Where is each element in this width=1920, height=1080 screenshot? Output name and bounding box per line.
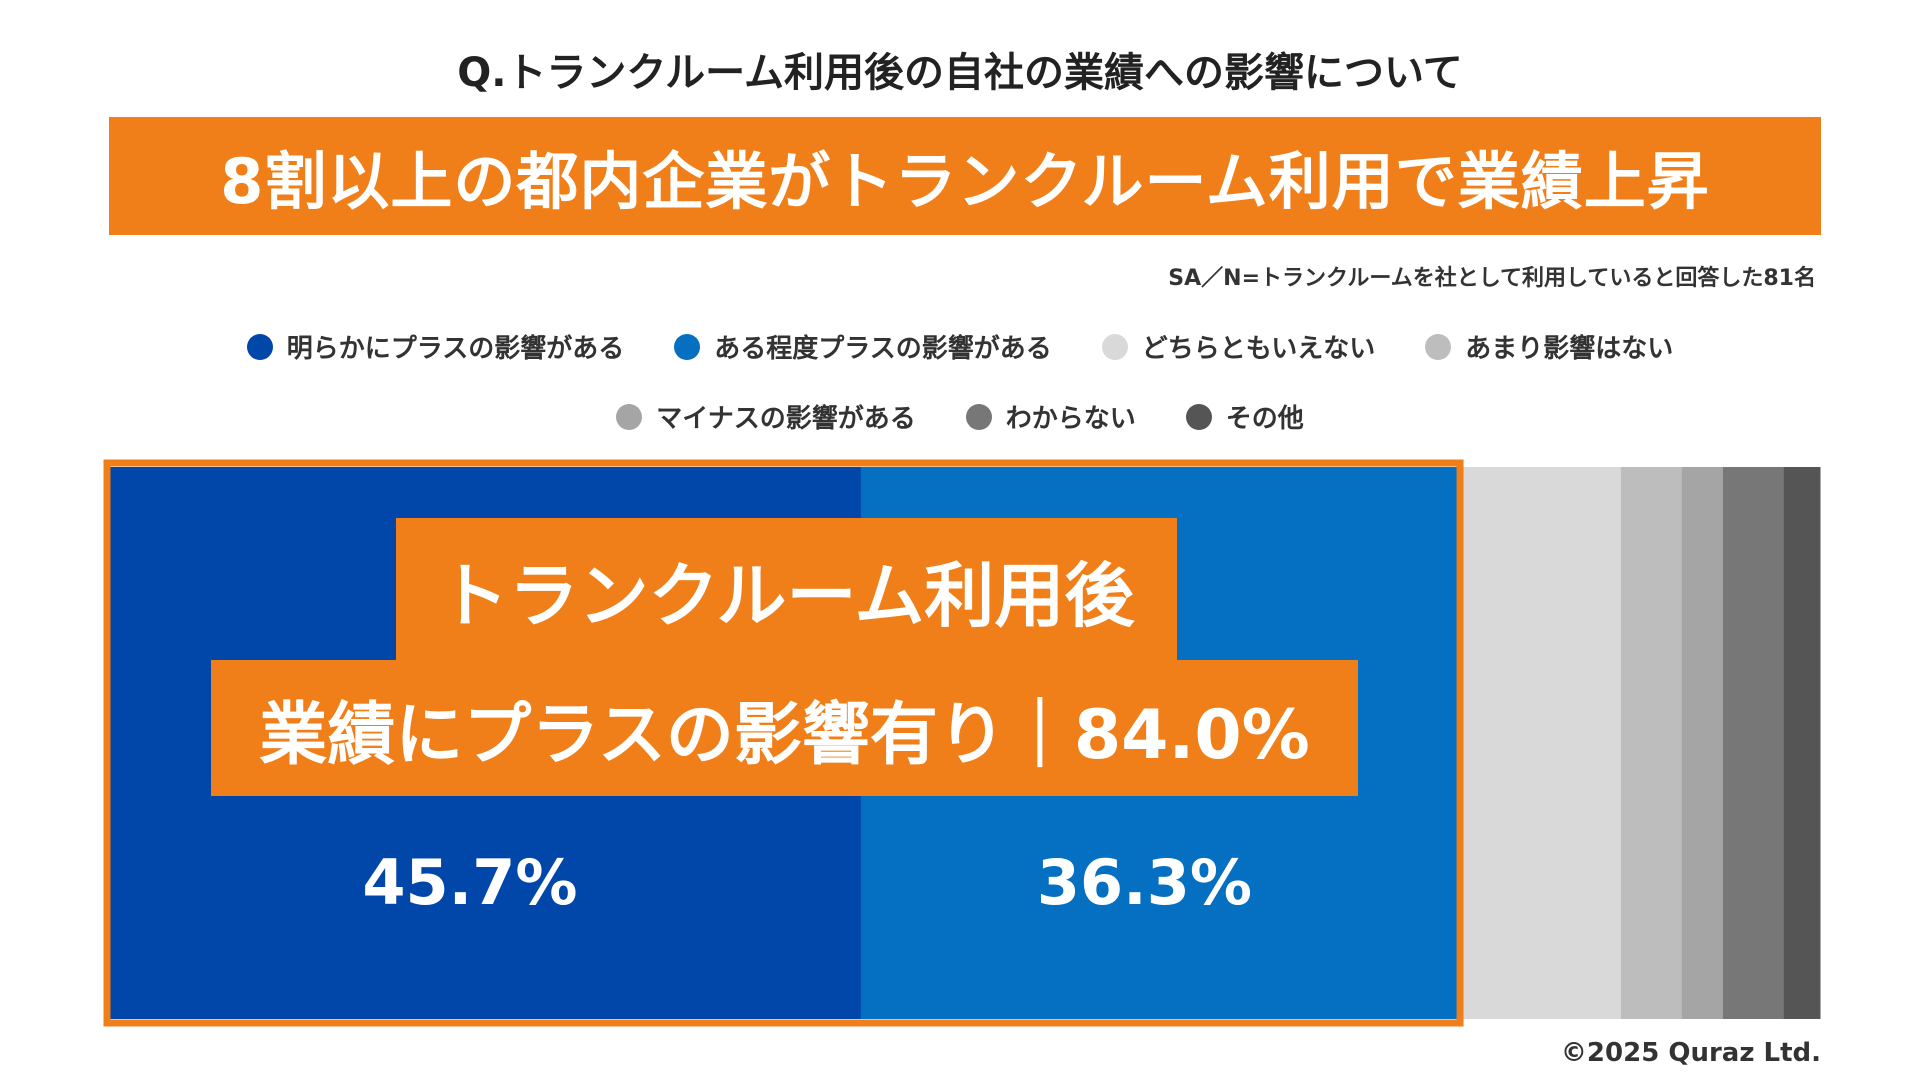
legend-item: その他 bbox=[1185, 398, 1304, 435]
legend-item: ある程度プラスの影響がある bbox=[674, 328, 1052, 365]
legend-swatch bbox=[616, 403, 643, 430]
headline-banner: 8割以上の都内企業がトランクルーム利用で業績上昇 bbox=[109, 117, 1821, 235]
legend-item: どちらともいえない bbox=[1101, 328, 1376, 365]
legend-swatch bbox=[1425, 333, 1452, 360]
legend-row-1: 明らかにプラスの影響がある ある程度プラスの影響がある どちらともいえない あまり影響… bbox=[0, 328, 1920, 365]
legend-label: わからない bbox=[1005, 404, 1136, 434]
overlay-label-line1: トランクルーム利用後 bbox=[396, 518, 1177, 662]
legend-swatch bbox=[246, 333, 273, 360]
legend-row-2: マイナスの影響がある わからない その他 bbox=[0, 398, 1920, 435]
legend-item: マイナスの影響がある bbox=[616, 398, 916, 435]
legend-swatch bbox=[1101, 333, 1128, 360]
legend-label: ある程度プラスの影響がある bbox=[714, 334, 1052, 364]
legend-label: あまり影響はない bbox=[1465, 334, 1674, 364]
bar-segment bbox=[1783, 467, 1821, 1019]
bar-segment bbox=[1681, 467, 1724, 1019]
legend-swatch bbox=[965, 403, 992, 430]
legend-item: あまり影響はない bbox=[1425, 328, 1673, 365]
legend-item: わからない bbox=[965, 398, 1136, 435]
data-label: 36.3% bbox=[1037, 846, 1252, 919]
highlight-frame bbox=[103, 459, 1464, 1027]
bar-segment bbox=[1458, 467, 1622, 1019]
legend-label: マイナスの影響がある bbox=[656, 404, 916, 434]
copyright-text: ©2025 Quraz Ltd. bbox=[1560, 1038, 1821, 1068]
question-title: Q.トランクルーム利用後の自社の業績への影響について bbox=[457, 50, 1463, 96]
legend-label: どちらともいえない bbox=[1141, 334, 1376, 364]
data-label: 45.7% bbox=[362, 846, 577, 919]
overlay-label-line2: 業績にプラスの影響有り｜84.0% bbox=[211, 660, 1358, 796]
sample-note: SA／N=トランクルームを社として利用していると回答した81名 bbox=[1168, 266, 1816, 291]
legend-swatch bbox=[674, 333, 701, 360]
legend-label: その他 bbox=[1225, 404, 1304, 434]
legend-item: 明らかにプラスの影響がある bbox=[246, 328, 625, 365]
legend-label: 明らかにプラスの影響がある bbox=[286, 334, 625, 364]
bar-segment bbox=[1722, 467, 1785, 1019]
bar-segment bbox=[1620, 467, 1683, 1019]
legend-swatch bbox=[1185, 403, 1212, 430]
